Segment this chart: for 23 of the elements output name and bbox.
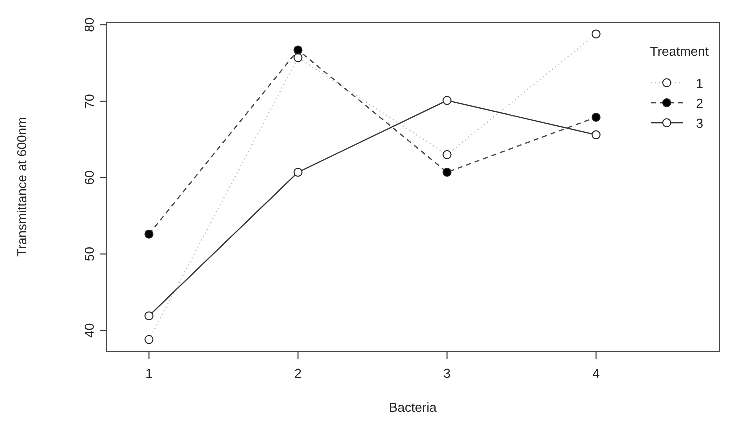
point (442, 168, 452, 177)
point (144, 312, 154, 321)
y-tick-label: 50 (82, 246, 97, 262)
point (294, 168, 303, 177)
legend-label: 2 (696, 96, 704, 110)
x-tick-label: 2 (294, 366, 302, 382)
x-tick-label: 4 (592, 366, 600, 382)
legend-label: 1 (696, 76, 704, 90)
point (592, 112, 601, 122)
x-tick-label: 3 (444, 366, 451, 382)
point (294, 46, 303, 55)
x-axis-title: Bacteria (389, 400, 438, 415)
point (144, 230, 154, 239)
point (442, 96, 452, 106)
y-tick-label: 40 (82, 323, 97, 338)
y-tick-label: 70 (82, 94, 97, 109)
y-tick-label: 60 (82, 170, 97, 186)
x-tick-label: 1 (146, 366, 153, 382)
legend-title: Treatment (650, 44, 709, 59)
y-tick-label: 80 (82, 18, 97, 32)
y-axis-title: Transmittance at 600nm (14, 117, 30, 257)
point (592, 130, 601, 140)
legend-label: 3 (696, 116, 704, 130)
